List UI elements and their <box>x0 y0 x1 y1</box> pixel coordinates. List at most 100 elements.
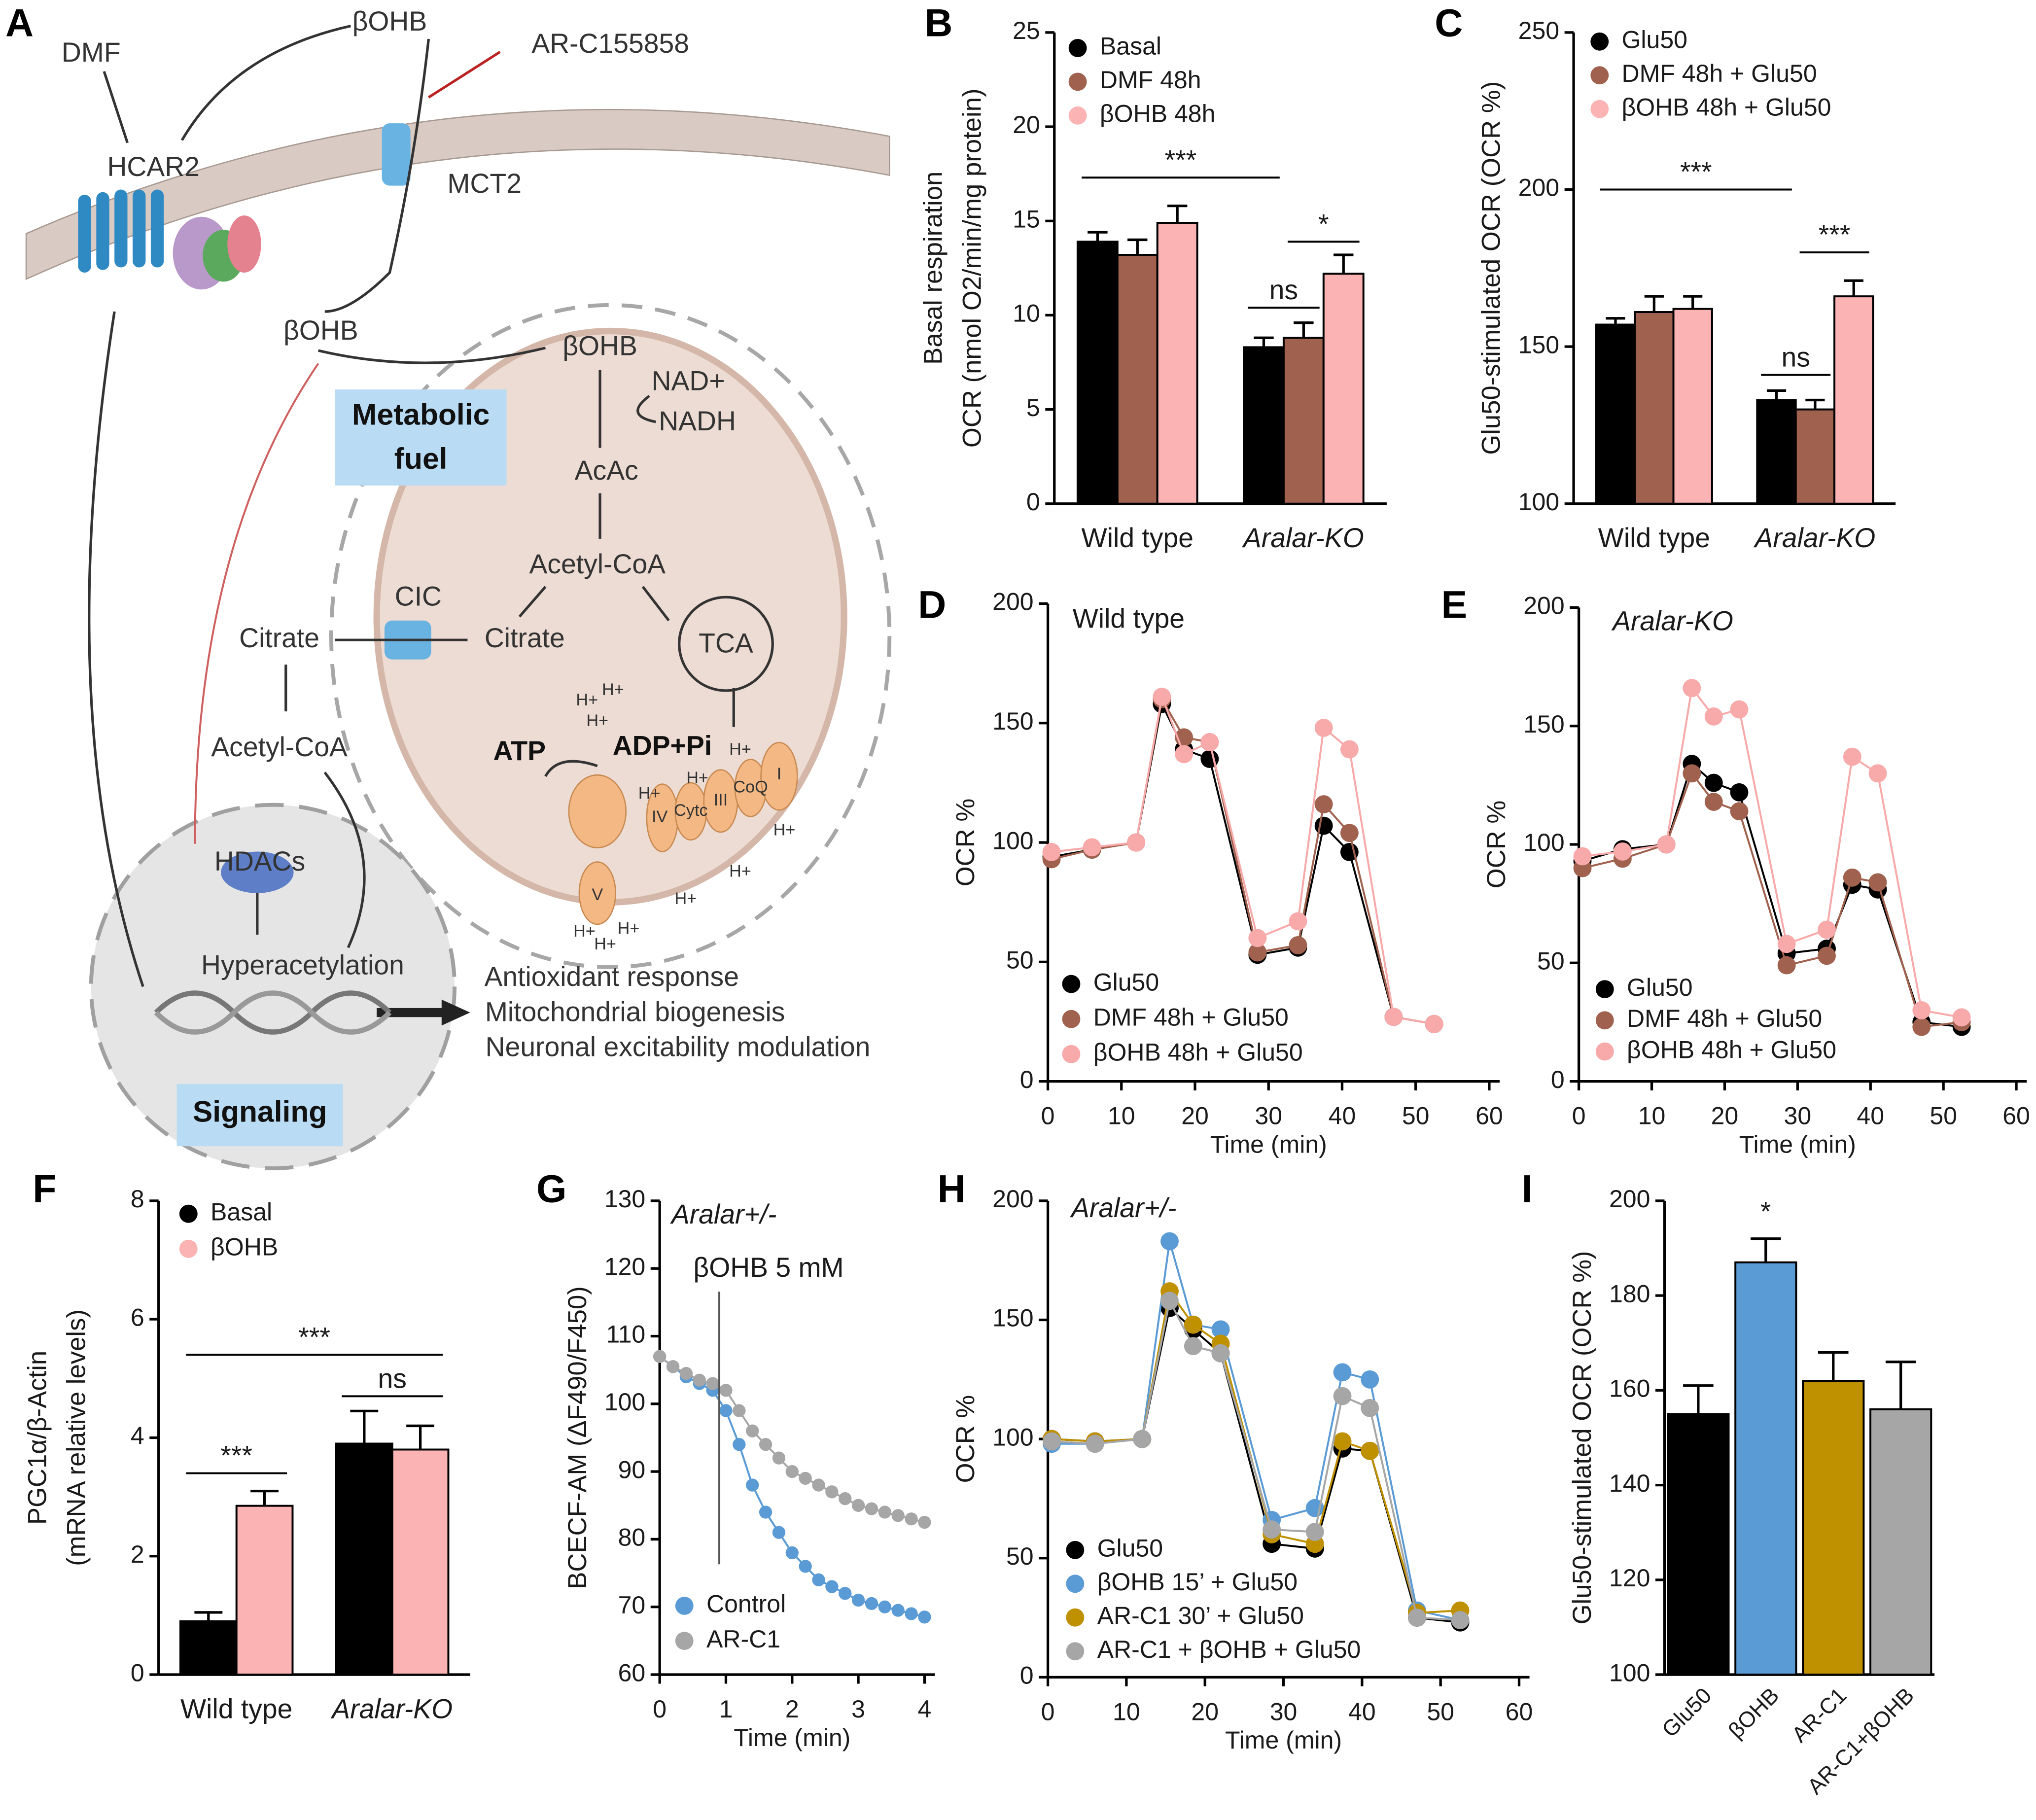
g-protein <box>227 215 261 273</box>
label-box <box>335 389 507 486</box>
diagram-label: βOHB <box>352 6 427 36</box>
y-axis-label: OCR (nmol O2/min/mg protein) <box>957 88 986 448</box>
x-tick-label: 10 <box>1113 1698 1140 1725</box>
legend-label: AR-C1 <box>706 1625 780 1653</box>
data-point <box>1730 783 1749 802</box>
y-axis-label: BCECF-AM (ΔF490/F450) <box>563 1286 592 1589</box>
bar <box>1243 346 1285 505</box>
data-point <box>918 1515 931 1529</box>
inhibition <box>428 51 501 99</box>
diagram-label: Antioxidant response <box>485 961 739 992</box>
proton-label: H+ <box>576 691 598 709</box>
data-point <box>1777 956 1796 975</box>
data-point <box>1175 745 1194 764</box>
data-point <box>825 1580 839 1593</box>
y-tick-label: 100 <box>604 1388 645 1416</box>
x-tick-label: 50 <box>1427 1698 1454 1725</box>
diagram-label: HCAR2 <box>107 151 199 182</box>
hcar2-receptor <box>78 189 164 273</box>
data-point <box>825 1485 839 1499</box>
data-point <box>1083 838 1101 857</box>
x-tick-label: 1 <box>719 1695 733 1723</box>
legend-marker <box>675 1632 694 1650</box>
arrows <box>88 25 735 987</box>
data-point <box>1248 943 1267 962</box>
data-point <box>1211 1320 1230 1339</box>
panel-letter: A <box>5 1 34 45</box>
y-tick-label: 140 <box>1609 1470 1650 1497</box>
proton-label: H+ <box>675 889 697 908</box>
x-axis-label: Time (min) <box>1739 1130 1856 1158</box>
diagram-label: V <box>592 885 603 904</box>
data-point <box>905 1607 918 1620</box>
y-tick-label: 0 <box>1026 488 1040 516</box>
data-point <box>1289 936 1307 954</box>
y-tick-label: 200 <box>1523 592 1564 620</box>
legend-marker <box>1595 980 1614 999</box>
x-tick-label: 60 <box>1475 1102 1503 1130</box>
data-point <box>666 1360 680 1373</box>
data-point <box>1730 700 1749 719</box>
y-tick-label: 5 <box>1026 394 1040 421</box>
y-axis-label: OCR % <box>951 1395 980 1483</box>
y-tick-label: 100 <box>992 1423 1033 1451</box>
data-point <box>1289 912 1307 931</box>
bar <box>1076 241 1119 505</box>
legend-label: βOHB 48h + Glu50 <box>1093 1039 1303 1066</box>
legend-label: Glu50 <box>1622 26 1687 53</box>
data-point <box>1425 1015 1443 1033</box>
legend-marker <box>1062 975 1081 993</box>
x-tick-label: βOHB <box>1723 1683 1784 1743</box>
x-tick-label: Wild type <box>1598 523 1710 553</box>
error-bar <box>1644 295 1664 313</box>
output-arrowhead <box>441 999 470 1026</box>
data-point <box>706 1377 719 1390</box>
x-tick-label: 10 <box>1638 1102 1666 1130</box>
x-tick-label: 0 <box>1041 1102 1055 1130</box>
y-tick-label: 200 <box>1518 174 1559 202</box>
y-tick-label: 150 <box>992 1304 1033 1332</box>
y-tick-label: 10 <box>1013 300 1040 327</box>
data-point <box>1184 1315 1202 1334</box>
subtitle: Wild type <box>1073 603 1185 633</box>
diagram-label: Citrate <box>485 623 565 653</box>
y-tick-label: 20 <box>1013 111 1040 139</box>
data-point <box>733 1438 746 1451</box>
data-point <box>1361 1441 1379 1460</box>
data-point <box>746 1424 759 1437</box>
legend-marker <box>1066 1642 1085 1661</box>
x-tick-label: 40 <box>1329 1102 1356 1130</box>
y-tick-label: 110 <box>606 1321 645 1348</box>
y-axis-label: (mRNA relative levels) <box>62 1309 91 1566</box>
error-bar <box>1254 336 1274 348</box>
data-point <box>918 1610 931 1624</box>
x-tick-label: 50 <box>1402 1102 1430 1130</box>
proton-label: H+ <box>618 919 640 938</box>
legend-label: Basal <box>1100 33 1161 60</box>
diagram-label: fuel <box>394 442 448 475</box>
legend-label: Glu50 <box>1627 974 1692 1001</box>
data-point <box>772 1451 786 1465</box>
data-point <box>1912 1017 1931 1036</box>
diagram-label: Acetyl-CoA <box>211 732 348 762</box>
y-tick-label: 0 <box>1551 1066 1565 1093</box>
data-point <box>1361 1399 1379 1417</box>
diagram-label: DMF <box>62 37 121 68</box>
data-point <box>1912 1001 1931 1019</box>
bar <box>235 1505 294 1676</box>
panel-letter: D <box>918 582 946 626</box>
data-point <box>746 1478 759 1492</box>
data-point <box>1704 793 1723 811</box>
x-tick-label: 0 <box>1572 1102 1586 1130</box>
data-point <box>1340 824 1359 842</box>
error-bar <box>1294 321 1314 338</box>
legend-label: DMF 48h + Glu50 <box>1627 1005 1822 1032</box>
diagram-label: Neuronal excitability modulation <box>486 1031 871 1062</box>
data-point <box>1314 795 1333 813</box>
x-tick-label: Wild type <box>180 1693 292 1724</box>
y-tick-label: 70 <box>618 1591 646 1619</box>
data-point <box>1211 1344 1230 1363</box>
y-axis-label: Glu50-stimulated OCR (OCR %) <box>1568 1251 1597 1625</box>
bar <box>1869 1408 1932 1676</box>
